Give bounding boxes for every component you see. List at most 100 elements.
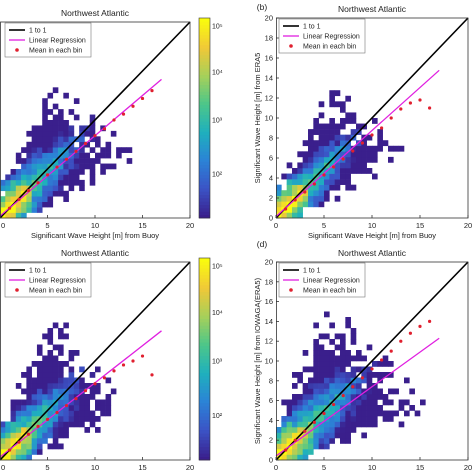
panel-label: (b) [257,2,268,12]
bin-mean-point [370,367,374,371]
y-tick-label: 18 [265,34,273,43]
density-cell [340,366,346,373]
density-cell [345,421,351,428]
density-cell [350,168,357,174]
density-cell [47,147,54,153]
density-cell [95,383,101,389]
density-cell [361,162,367,169]
density-cell [313,322,319,329]
density-cell [79,405,85,411]
colorbar-tick-label: 10⁵ [212,264,223,271]
density-cell [52,190,59,197]
colorbar-segment [199,44,210,49]
density-cell [79,416,85,422]
density-cell [372,118,378,124]
density-cell [297,179,303,185]
density-cell [340,438,346,444]
density-cell [36,388,43,395]
colorbar-segment [199,392,210,397]
density-cell [63,394,69,400]
density-cell [5,438,11,444]
density-cell [95,136,101,143]
density-cell [79,147,85,153]
bin-mean-point [351,385,355,389]
density-cell [334,145,341,152]
density-cell [345,118,351,124]
colorbar-segment [199,261,210,266]
density-cell [73,350,80,356]
density-cell [58,136,64,143]
density-cell [393,145,399,152]
colorbar-segment [199,118,210,122]
density-cell [324,394,330,400]
colorbar-segment [199,278,210,282]
density-cell [47,355,54,362]
bin-mean-point [418,98,422,102]
panel-a [0,21,191,219]
density-cell [345,432,351,439]
bin-mean-point [131,359,135,363]
density-cell [372,421,378,428]
density-cell [10,174,17,181]
density-cell [308,438,314,444]
colorbar-segment [199,311,210,316]
panel-d [275,261,469,461]
colorbar-segment [199,24,210,29]
density-cell [63,158,69,164]
bin-mean-point [312,182,316,186]
y-tick-label: 14 [265,317,273,326]
density-cell [313,394,319,400]
density-cell [414,410,421,417]
density-cell [350,421,357,428]
density-cell [340,168,346,174]
density-cell [36,136,43,143]
density-cell [356,168,362,174]
density-cell [409,388,415,395]
density-cell [276,432,282,439]
density-cell [21,179,27,186]
density-cell [47,136,54,143]
density-cell [10,399,17,406]
density-cell [31,377,38,384]
density-cell [79,136,85,143]
bin-mean-point [150,89,154,93]
density-cell [52,322,59,329]
density-cell [356,162,362,169]
density-cell [84,410,91,417]
density-cell [58,432,64,439]
density-cell [47,394,54,400]
colorbar-tick-label: 10² [212,413,223,420]
density-cell [68,179,75,186]
density-cell [308,432,314,439]
colorbar-segment [199,168,210,172]
density-cell [58,147,64,153]
density-cell [292,410,298,417]
density-cell [302,416,309,422]
density-cell [42,136,48,143]
density-cell [302,443,309,450]
density-cell [313,438,319,444]
density-cell [382,140,389,147]
density-cell [388,388,394,395]
density-cell [21,443,27,450]
density-cell [345,372,351,378]
density-cell [318,145,325,152]
density-cell [21,207,27,213]
density-cell [350,112,357,119]
density-cell [361,151,367,158]
legend-regression-label: Linear Regression [303,34,360,41]
density-cell [52,355,59,362]
density-cell [47,421,54,428]
density-cell [52,179,59,186]
density-cell [388,410,394,417]
density-cell [47,372,54,378]
colorbar-segment [199,161,210,166]
chart-title: Northwest Atlantic [338,4,407,14]
density-cell [79,141,85,148]
density-cell [21,421,27,428]
density-cell [308,134,314,141]
density-cell [329,129,335,135]
density-cell [68,136,75,143]
density-cell [302,449,309,455]
y-tick-label: 20 [265,14,273,23]
